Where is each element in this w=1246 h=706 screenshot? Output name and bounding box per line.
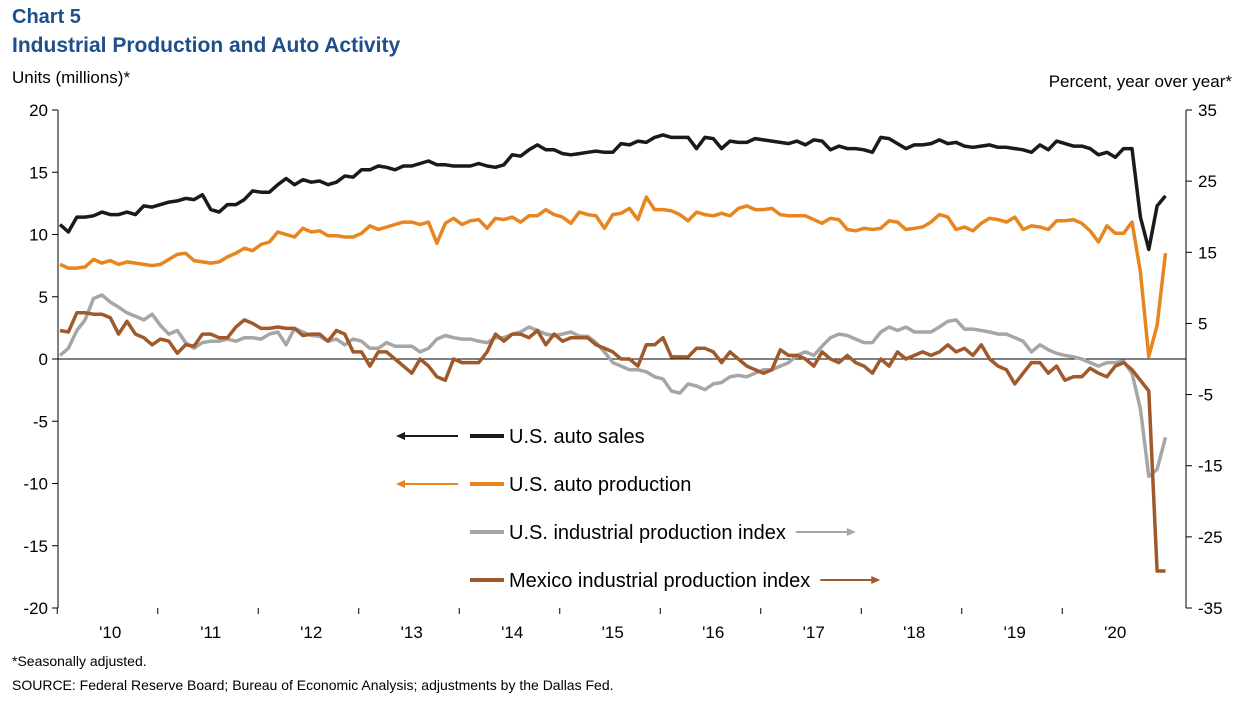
chart-title: Industrial Production and Auto Activity — [12, 34, 401, 57]
right-tick-label: 35 — [1198, 101, 1217, 120]
x-tick-label: '12 — [300, 623, 322, 642]
x-tick-label: '19 — [1004, 623, 1026, 642]
left-arrow-head-icon — [396, 432, 405, 440]
footnote: *Seasonally adjusted. — [12, 653, 147, 669]
auto-production-line — [59, 195, 1168, 359]
left-tick-label: 10 — [29, 226, 48, 245]
right-tick-label: -25 — [1198, 528, 1223, 547]
right-axis-unit-label: Percent, year over year* — [1048, 72, 1232, 91]
right-tick-label: -35 — [1198, 599, 1223, 618]
x-tick-label: '16 — [702, 623, 724, 642]
x-tick-label: '14 — [501, 623, 523, 642]
left-axis-unit-label: Units (millions)* — [12, 68, 131, 87]
x-tick-label: '11 — [200, 623, 221, 642]
left-tick-label: 0 — [39, 350, 48, 369]
right-tick-label: -15 — [1198, 457, 1223, 476]
left-tick-label: -5 — [33, 412, 48, 431]
right-arrow-head-icon — [871, 576, 881, 584]
x-tick-label: '17 — [803, 623, 825, 642]
left-tick-label: -10 — [23, 475, 48, 494]
legend-auto-sales-label: U.S. auto sales — [509, 426, 645, 448]
us-industrial-production-line — [58, 293, 1168, 479]
right-tick-label: -5 — [1198, 386, 1213, 405]
right-tick-label: 15 — [1198, 243, 1217, 262]
x-tick-label: '10 — [99, 623, 121, 642]
x-tick-label: '18 — [903, 623, 925, 642]
left-tick-label: 5 — [39, 288, 48, 307]
left-arrow-head-icon — [396, 480, 405, 488]
x-tick-label: '15 — [602, 623, 624, 642]
right-tick-label: 25 — [1198, 172, 1217, 191]
left-tick-label: 20 — [29, 101, 48, 120]
auto-sales-line — [58, 133, 1167, 252]
legend-us-ip-label: U.S. industrial production index — [509, 522, 786, 544]
legend-auto-production-label: U.S. auto production — [509, 474, 691, 496]
source-note: SOURCE: Federal Reserve Board; Bureau of… — [12, 677, 614, 693]
x-tick-label: '20 — [1104, 623, 1126, 642]
mexico-industrial-production-line — [59, 311, 1166, 573]
left-tick-label: 15 — [29, 163, 48, 182]
legend-mexico-ip-label: Mexico industrial production index — [509, 570, 810, 592]
left-tick-label: -15 — [23, 537, 48, 556]
right-arrow-head-icon — [846, 528, 856, 536]
x-tick-label: '13 — [401, 623, 423, 642]
left-tick-label: -20 — [23, 599, 48, 618]
right-tick-label: 5 — [1198, 314, 1207, 333]
chart-number: Chart 5 — [12, 6, 81, 28]
